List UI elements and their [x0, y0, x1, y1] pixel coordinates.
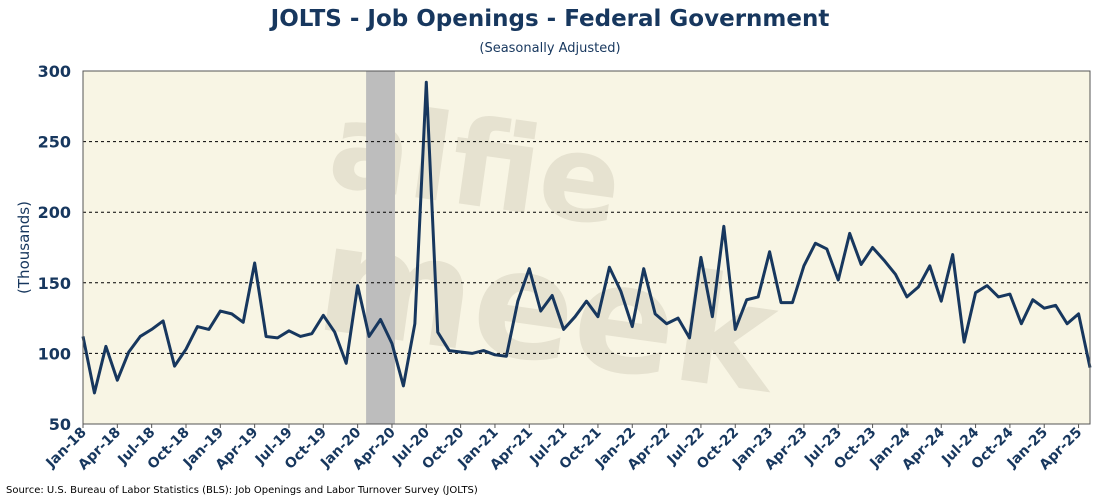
- y-tick-label: 50: [49, 415, 71, 434]
- y-tick-label: 200: [38, 203, 71, 222]
- plot-area: [83, 71, 1090, 424]
- y-tick-label: 100: [38, 344, 71, 363]
- chart-subtitle: (Seasonally Adjusted): [479, 41, 621, 56]
- y-axis-ticks: 50 100 150 200 250 300: [38, 62, 71, 434]
- series-line: [81, 80, 1092, 395]
- y-tick-label: 300: [38, 62, 71, 81]
- y-tick-label: 150: [38, 274, 71, 293]
- source-note: Source: U.S. Bureau of Labor Statistics …: [6, 485, 478, 496]
- y-axis-label: (Thousands): [15, 201, 33, 294]
- x-axis-ticks: Jan-18Apr-18Jul-18Oct-18Jan-19Apr-19Jul-…: [43, 424, 1085, 473]
- recession-shading: [366, 71, 395, 424]
- plot-border: [82, 70, 1091, 425]
- chart-title: JOLTS - Job Openings - Federal Governmen…: [270, 6, 830, 32]
- y-tick-label: 250: [38, 133, 71, 152]
